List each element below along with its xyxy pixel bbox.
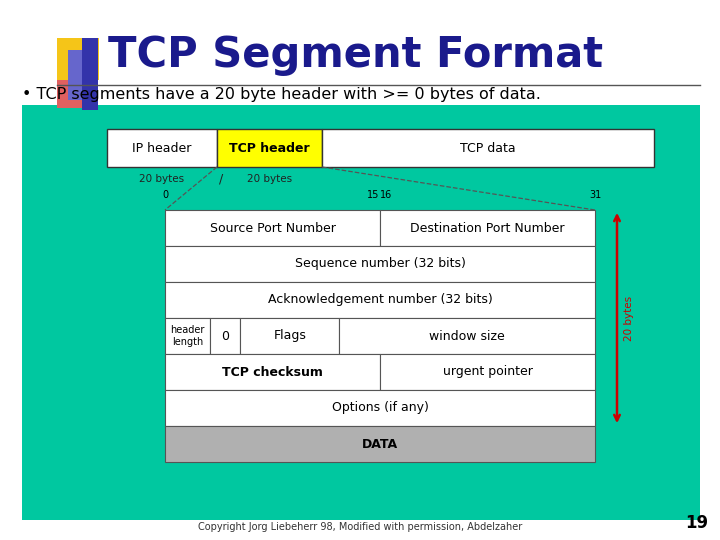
Text: 20 bytes: 20 bytes — [140, 174, 184, 184]
Text: IP header: IP header — [132, 141, 192, 154]
Text: urgent pointer: urgent pointer — [443, 366, 532, 379]
Text: Sequence number (32 bits): Sequence number (32 bits) — [294, 258, 465, 271]
Text: Source Port Number: Source Port Number — [210, 221, 336, 234]
Bar — [82, 38, 98, 110]
Text: 0: 0 — [162, 190, 168, 200]
Text: • TCP segments have a 20 byte header with >= 0 bytes of data.: • TCP segments have a 20 byte header wit… — [22, 87, 541, 103]
Text: 20 bytes: 20 bytes — [624, 295, 634, 341]
Bar — [210, 318, 240, 354]
Bar — [165, 390, 595, 426]
Bar — [322, 129, 654, 167]
Bar — [165, 282, 595, 318]
Text: DATA: DATA — [362, 437, 398, 450]
Text: Options (if any): Options (if any) — [332, 402, 428, 415]
Bar — [380, 210, 595, 246]
Text: Flags: Flags — [274, 329, 306, 342]
Bar — [217, 129, 322, 167]
Text: Destination Port Number: Destination Port Number — [410, 221, 564, 234]
Text: header
length: header length — [171, 325, 204, 347]
Text: TCP data: TCP data — [460, 141, 516, 154]
Bar — [240, 318, 339, 354]
Text: 31: 31 — [589, 190, 601, 200]
Text: window size: window size — [429, 329, 505, 342]
Bar — [165, 318, 210, 354]
Text: TCP Segment Format: TCP Segment Format — [108, 34, 603, 76]
Bar — [165, 246, 595, 282]
Text: TCP header: TCP header — [229, 141, 310, 154]
Bar — [57, 38, 99, 80]
Text: 19: 19 — [685, 514, 708, 532]
Text: TCP checksum: TCP checksum — [222, 366, 323, 379]
Bar — [107, 129, 217, 167]
Bar — [165, 210, 380, 246]
Text: 20 bytes: 20 bytes — [247, 174, 292, 184]
Text: /: / — [219, 172, 223, 186]
Text: Copyright Jorg Liebeherr 98, Modified with permission, Abdelzaher: Copyright Jorg Liebeherr 98, Modified wi… — [198, 522, 522, 532]
Text: 0: 0 — [221, 329, 229, 342]
Bar — [339, 318, 595, 354]
Bar — [380, 354, 595, 390]
Bar — [165, 426, 595, 462]
Bar — [57, 80, 85, 108]
Text: 15: 15 — [367, 190, 379, 200]
Bar — [68, 50, 84, 100]
Bar — [22, 105, 700, 520]
Text: Acknowledgement number (32 bits): Acknowledgement number (32 bits) — [268, 294, 492, 307]
Bar — [165, 354, 380, 390]
Text: 16: 16 — [380, 190, 392, 200]
